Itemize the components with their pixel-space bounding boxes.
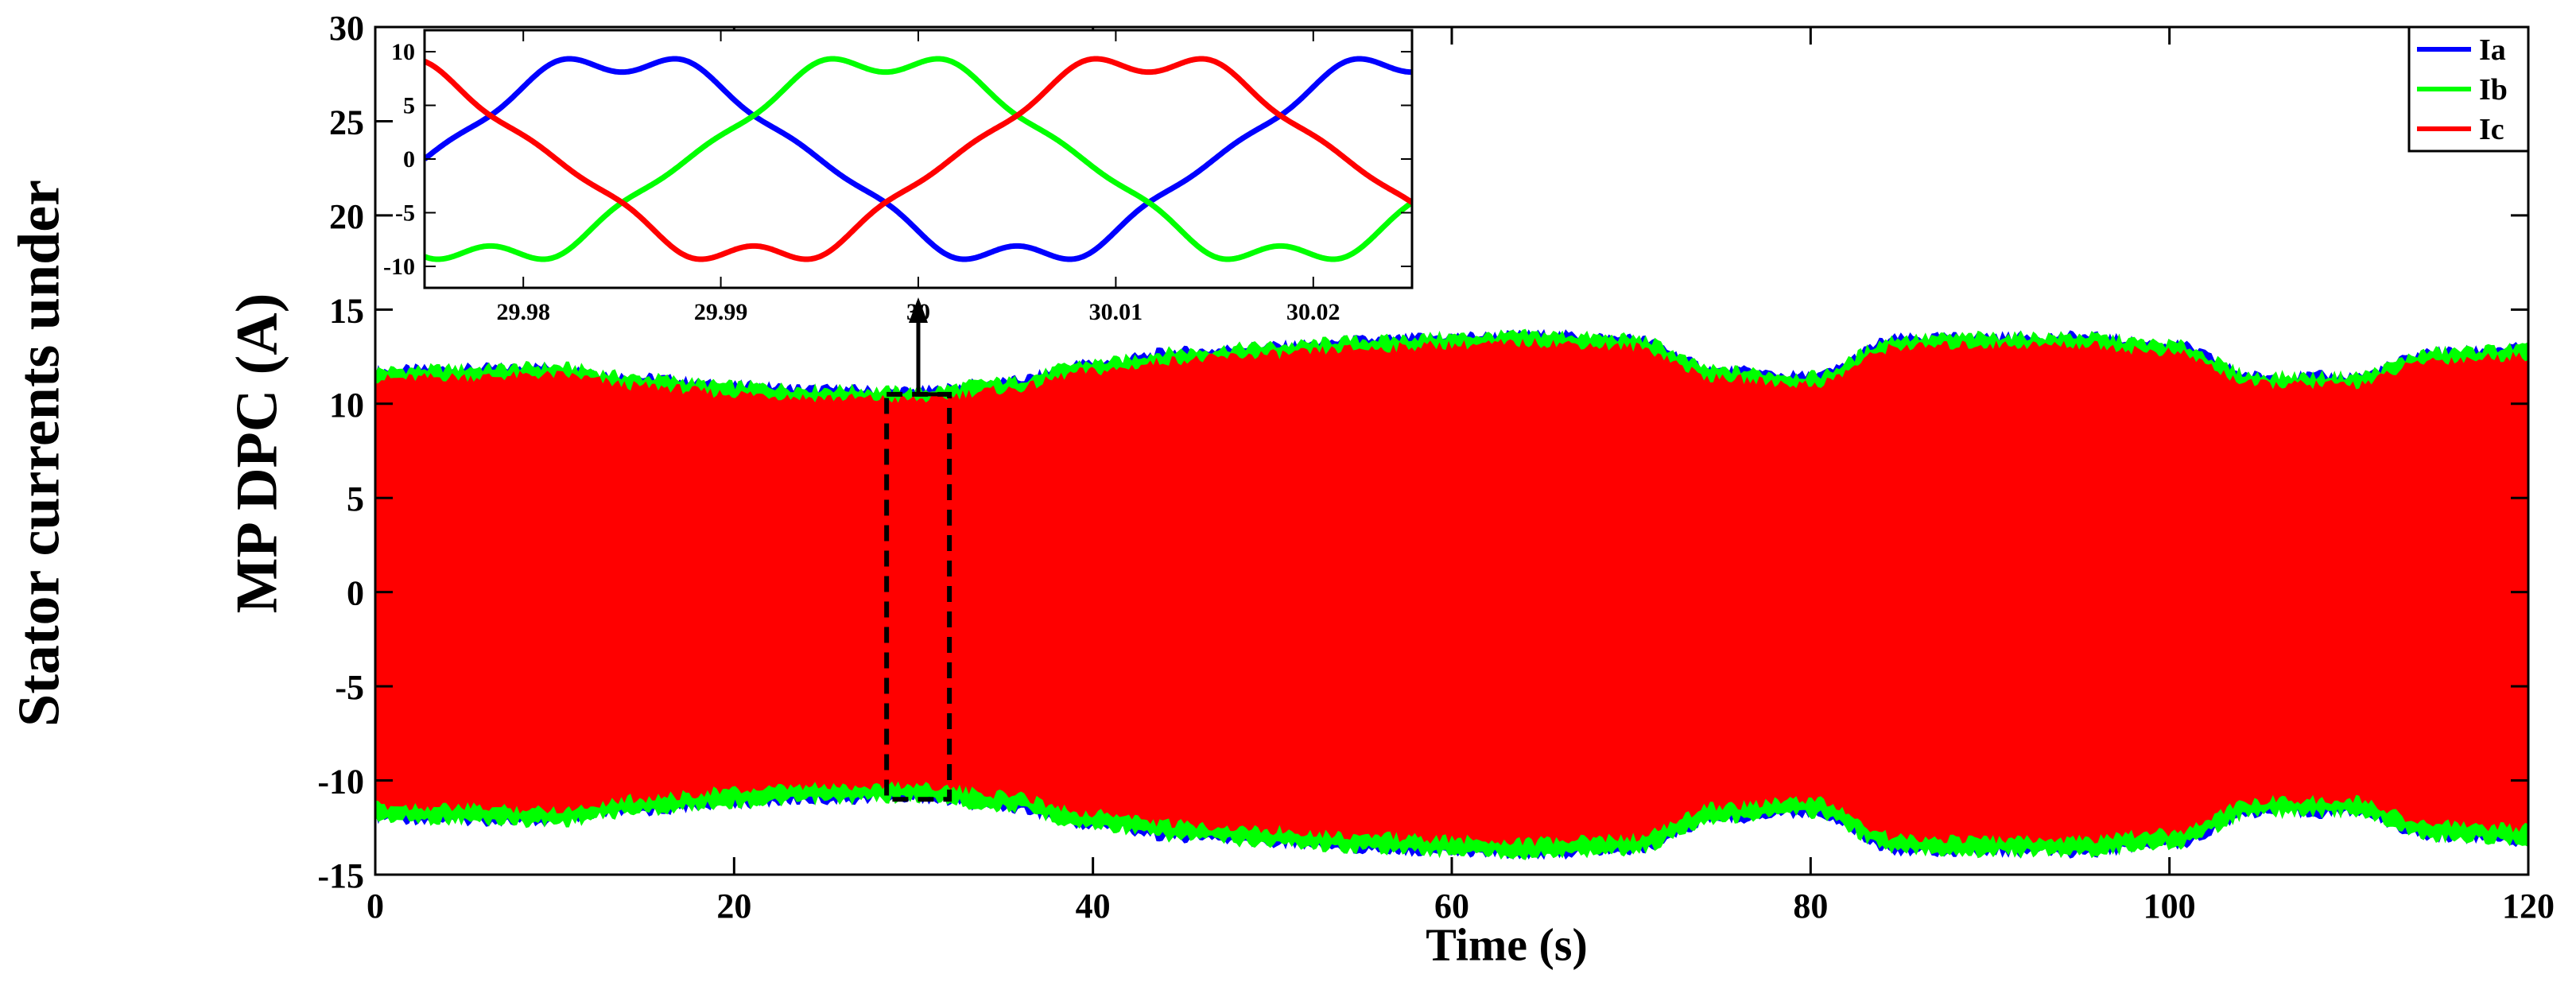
x-tick-label: 60 [1434,887,1469,926]
inset-plot: -10 -5 0 5 10 29.98 29.99 30 30.01 30.02 [383,29,1414,325]
inset-x-tick-label: 30.01 [1089,299,1143,325]
inset-x-tick-label: 29.99 [694,299,748,325]
legend-label-ia: Ia [2479,33,2506,67]
y-tick-label: -5 [335,668,364,707]
inset-y-tick-label: 0 [403,146,415,173]
legend: Ia Ib Ic [2407,25,2530,153]
inset-x-tick-label: 29.98 [496,299,550,325]
y-tick-label: 20 [329,197,364,236]
inset-y-tick-label: 10 [391,39,415,65]
y-tick-label: 5 [347,479,364,518]
x-tick-label: 80 [1793,887,1828,926]
y-tick-label: -15 [317,856,364,895]
y-tick-label: -10 [317,763,364,802]
y-axis-label-line1: Stator currents under [6,180,72,727]
x-axis-label: Time (s) [1426,918,1588,971]
zoom-arrow-head [909,297,928,323]
inset-series-ia [425,56,1412,262]
inset-y-tick-label: 5 [403,93,415,119]
y-tick-label: 10 [329,386,364,425]
series-band-ic [375,338,2528,847]
zoom-marker [884,297,952,802]
inset-series-ic [425,56,1412,262]
y-axis-label-line2: MP DPC (A) [224,293,290,614]
y-tick-label: 0 [347,574,364,613]
x-tick-label: 20 [716,887,751,926]
inset-series-ib [425,56,1412,262]
zoom-arrow-line [916,313,950,397]
y-tick-label: 30 [329,9,364,48]
legend-label-ib: Ib [2479,73,2508,107]
inset-x-tick-label: 30.02 [1286,299,1340,325]
inset-x-tick-label: 30 [906,299,930,325]
inset-y-tick-label: -5 [395,200,415,227]
y-tick-label: 15 [329,291,364,330]
y-tick-label: 25 [329,103,364,142]
inset-background [425,30,1412,288]
legend-label-ic: Ic [2479,113,2504,146]
x-tick-label: 100 [2143,887,2196,926]
inset-y-tick-label: -10 [383,254,415,280]
x-tick-label: 120 [2502,887,2555,926]
x-tick-label: 0 [367,887,384,926]
x-tick-label: 40 [1076,887,1111,926]
